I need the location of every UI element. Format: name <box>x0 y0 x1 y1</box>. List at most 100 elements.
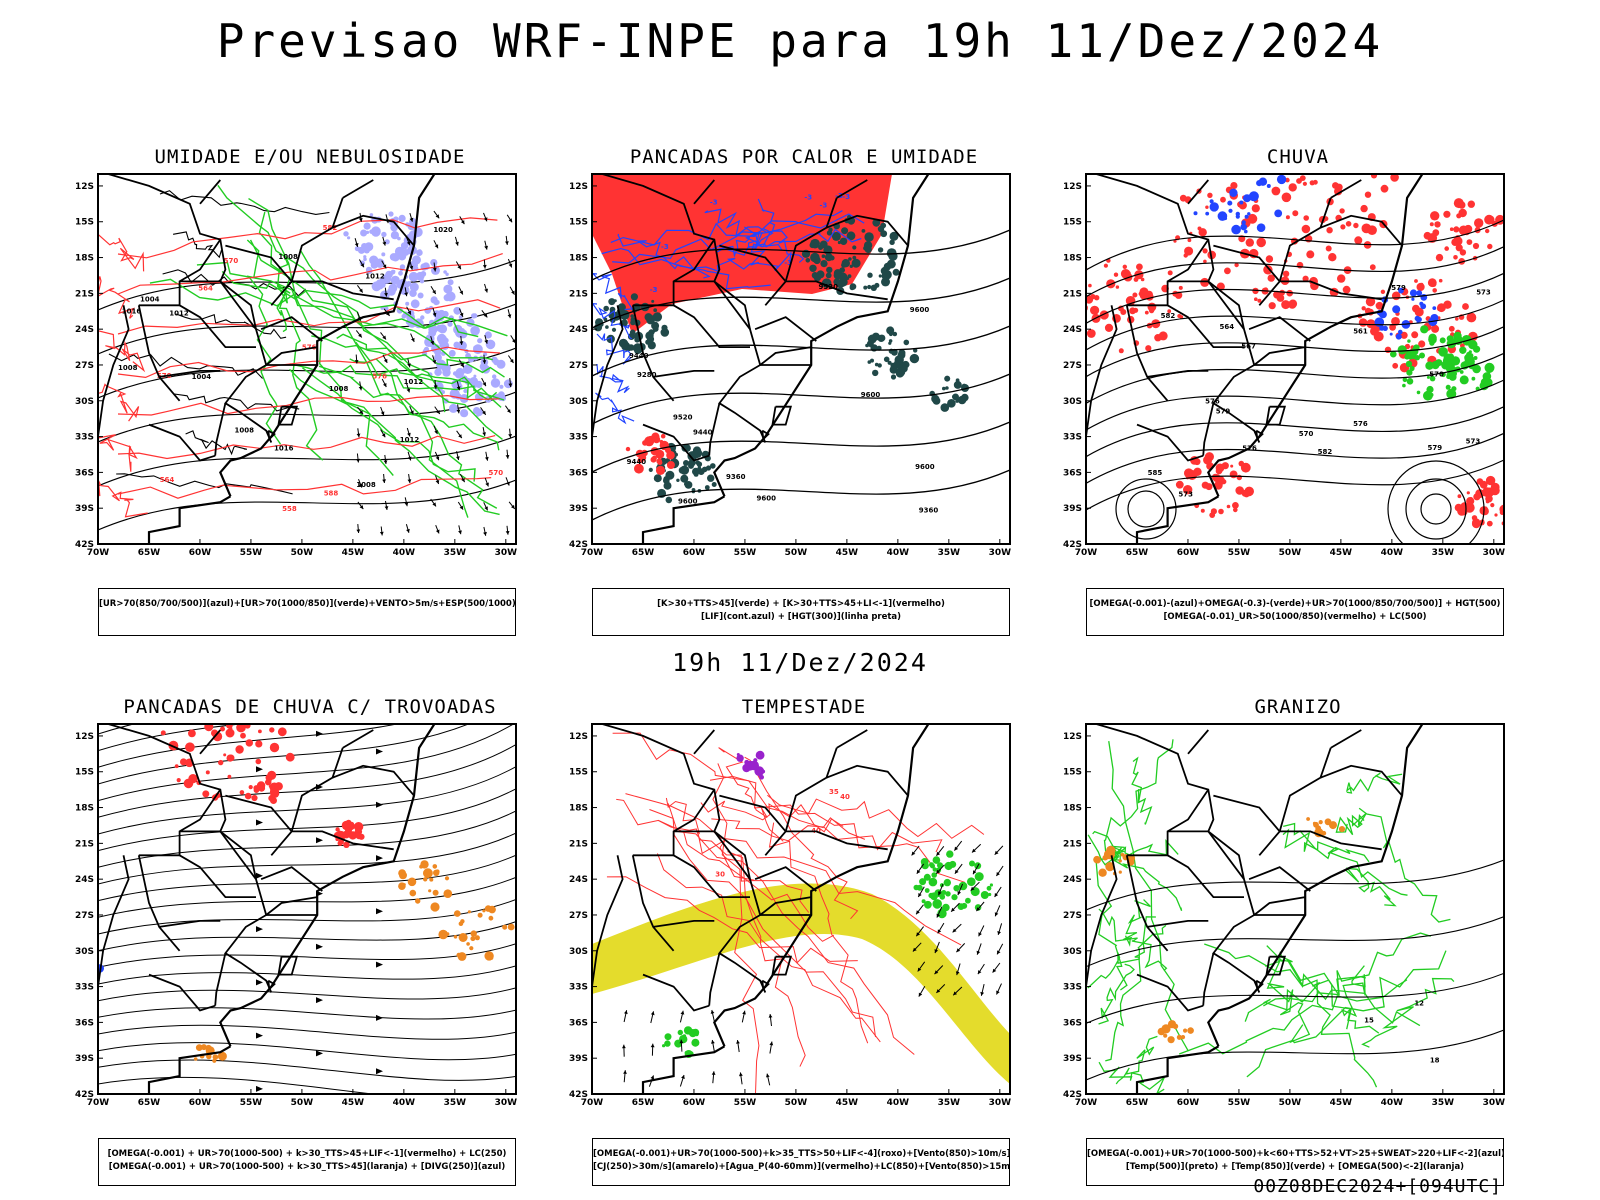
contour-label: 564 <box>160 476 175 484</box>
y-tick-label: 12S <box>75 732 94 742</box>
rain-area <box>1458 201 1466 209</box>
contour-label: 576 <box>1353 420 1368 428</box>
contour-label: 579 <box>1391 284 1406 292</box>
cloud-shading <box>381 252 386 257</box>
pressure-contour <box>116 473 293 495</box>
severe-storm-area <box>736 754 744 762</box>
x-tick-label: 60W <box>683 548 706 558</box>
wind-vector-head <box>918 893 922 897</box>
border-line <box>632 239 716 307</box>
instability-area <box>660 433 666 439</box>
shower-area <box>486 954 492 960</box>
wind-vector-head <box>381 433 386 438</box>
strong-uplift-area <box>1416 390 1421 395</box>
wind-vector-head <box>434 244 439 249</box>
streamline-arrow <box>376 1014 383 1021</box>
y-tick-label: 30S <box>1063 947 1082 957</box>
moist-area <box>890 374 897 380</box>
uplift-area <box>1374 317 1385 327</box>
y-tick-label: 18S <box>75 804 94 814</box>
x-tick-label: 55W <box>734 1098 757 1108</box>
contour-label: 12 <box>1414 1000 1424 1008</box>
border-line <box>719 244 787 282</box>
political-boundaries <box>592 724 930 1094</box>
low-level-jet-area <box>682 1034 687 1038</box>
rain-area <box>1432 288 1437 293</box>
temp850-contour <box>1265 960 1311 1044</box>
lagoon-outline <box>277 405 298 426</box>
border-line <box>631 855 675 952</box>
omega-area <box>1312 821 1317 825</box>
lagoon-outline <box>771 405 792 426</box>
thunder-area <box>269 742 280 753</box>
streamline <box>98 724 470 785</box>
border-line <box>199 179 221 205</box>
thunder-area <box>337 840 343 846</box>
wind-vector-head <box>482 264 487 269</box>
hgt300-contour <box>592 277 1010 329</box>
strong-uplift-area <box>1446 388 1457 399</box>
lagoon-outline <box>1255 979 1264 991</box>
rain-area <box>1167 270 1173 276</box>
wind-vector-head <box>359 410 363 415</box>
moist-area <box>710 463 716 469</box>
contour-label: 30 <box>715 871 725 879</box>
rain-area <box>1466 497 1475 506</box>
legend-line: [OMEGA(-0.001)+UR>70(1000-500)+k<60+TTS>… <box>1087 1149 1503 1159</box>
border-line <box>1147 369 1209 378</box>
rain-area <box>1369 264 1376 271</box>
wind-vector-head <box>624 1010 628 1015</box>
border-line <box>270 280 394 306</box>
streamline-arrow <box>256 926 263 933</box>
map-plot: 5825855795765825765795735795735705675765… <box>1063 173 1505 558</box>
border-line <box>708 402 721 456</box>
thunder-area <box>348 831 357 840</box>
wind-vector-head <box>435 456 440 461</box>
wind-vector-head <box>459 312 464 317</box>
omega-area <box>1167 1036 1175 1044</box>
axes: 70W 65W 60W 55W 50W 45W 40W 35W 30W 12S 15S 18S 21S 2… <box>569 173 1011 558</box>
plot-frame <box>1085 173 1505 545</box>
moist-area <box>848 257 852 261</box>
wind-vector-head <box>379 531 384 536</box>
low-level-jet-area <box>946 850 954 858</box>
wind-vector-head <box>508 434 512 438</box>
strong-uplift-area <box>1407 339 1411 343</box>
wind-vector-head <box>711 1071 716 1075</box>
x-tick-label: 45W <box>1330 548 1353 558</box>
shower-area <box>423 868 433 879</box>
shower-area <box>456 952 462 958</box>
wind-vector-head <box>994 912 999 917</box>
rain-area <box>1384 346 1392 353</box>
streamline <box>98 965 516 985</box>
contour-label: 9600 <box>915 463 935 471</box>
pressure-contour <box>185 430 248 456</box>
omega-area <box>1306 817 1310 821</box>
wind-vector-head <box>458 530 462 535</box>
y-tick-label: 24S <box>75 325 94 335</box>
contour-label: 576 <box>372 372 387 380</box>
cloud-shading <box>489 340 496 347</box>
wind-vector-head <box>994 850 999 855</box>
low-level-jet-area <box>988 892 992 897</box>
y-tick-label: 27S <box>1063 911 1082 921</box>
moist-area <box>863 285 868 290</box>
moist-area <box>620 340 629 349</box>
border-line <box>693 729 715 755</box>
instability-area <box>666 450 675 460</box>
rain-area <box>1490 503 1495 508</box>
rain-area <box>1485 494 1493 503</box>
border-line <box>1126 239 1210 307</box>
rain-area <box>1306 250 1315 259</box>
wind-vector-head <box>435 214 440 219</box>
thunder-area <box>226 754 234 762</box>
border-line <box>836 179 868 199</box>
border-line <box>642 423 710 462</box>
rain-area <box>1466 239 1473 245</box>
shower-area <box>458 921 464 926</box>
wind-vector-head <box>435 529 440 534</box>
moist-area <box>831 231 841 241</box>
lifted-index-contour <box>610 213 865 246</box>
moist-area <box>867 272 873 278</box>
low-level-jet-area <box>929 862 934 868</box>
